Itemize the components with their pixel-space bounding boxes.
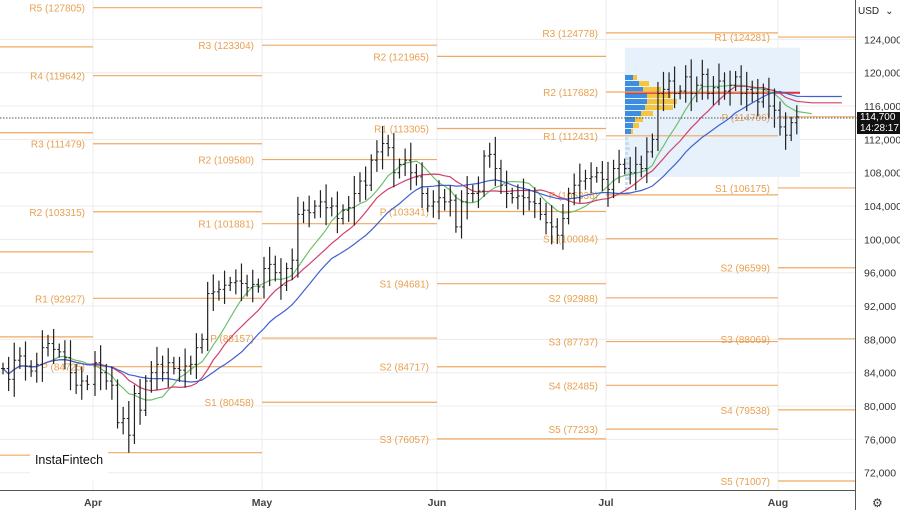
profile-bar-buy — [625, 81, 639, 86]
profile-bar-faint — [625, 157, 629, 160]
y-tick-label: 104,000 — [864, 201, 900, 213]
y-tick-label: 124,000 — [864, 34, 900, 46]
pivot-label: R2 (103315) — [29, 208, 85, 219]
profile-bar-faint — [625, 182, 628, 185]
pivot-label: R1 (92927) — [35, 294, 85, 305]
gear-icon[interactable]: ⚙ — [872, 496, 883, 510]
y-tick-label: 84,000 — [864, 368, 896, 380]
currency-selector[interactable]: USD ⌄ — [858, 3, 896, 19]
pivot-label: R2 (121965) — [373, 52, 429, 63]
profile-bar-buy — [625, 105, 645, 110]
pivot-label: S1 (80458) — [205, 398, 254, 409]
profile-bar-buy — [625, 87, 643, 92]
pivot-label: P (103341) — [380, 208, 429, 219]
profile-bar-faint — [625, 147, 630, 150]
profile-bar-sell — [639, 81, 649, 86]
price-bars — [1, 59, 799, 453]
profile-bar-sell — [647, 93, 671, 98]
pivot-label: S1 (100084) — [543, 235, 598, 246]
profile-bar-faint — [625, 142, 629, 145]
logo-text: InstaFintech — [34, 453, 104, 467]
currency-label: USD — [858, 5, 880, 17]
profile-bar-sell — [643, 87, 661, 92]
pivot-label: R3 (111479) — [31, 140, 85, 151]
profile-bar-buy — [625, 123, 633, 128]
pivot-label: R1 (124281) — [714, 33, 770, 44]
pivot-label: S3 (87737) — [549, 338, 598, 349]
logo: InstaFintech — [30, 440, 108, 480]
profile-bar-sell — [647, 99, 677, 104]
pivot-label: P (114706) — [721, 113, 770, 124]
month-label: Aug — [768, 497, 788, 509]
volume-profile — [625, 47, 800, 195]
time-axis[interactable]: Apr May Jun Jul Aug — [0, 490, 855, 510]
pivot-label: S2 (84717) — [380, 363, 429, 374]
profile-bar-faint — [625, 162, 630, 165]
pivot-label: S1 (94681) — [380, 280, 429, 291]
profile-bar-faint — [625, 172, 629, 175]
profile-area — [625, 47, 800, 177]
month-label: Jul — [598, 497, 613, 509]
profile-bar-sell — [631, 129, 633, 134]
profile-bar-buy — [625, 93, 647, 98]
pivot-label: S4 (82485) — [549, 381, 598, 392]
pivot-label: S4 (79538) — [721, 406, 770, 417]
y-tick-label: 116,000 — [864, 101, 900, 113]
month-label: Jun — [428, 497, 447, 509]
price-axis[interactable]: 124,000 120,000 116,000 112,000 108,000 104,0… — [855, 0, 900, 510]
y-tick-label: 108,000 — [864, 168, 900, 180]
y-tick-label: 92,000 — [864, 301, 896, 313]
pivot-label: R1 (112431) — [543, 132, 598, 143]
pivot-label: P (84725) — [41, 363, 85, 374]
pivot-label: P (88157) — [210, 334, 254, 345]
profile-bar-faint — [625, 137, 628, 140]
profile-bar-sell — [641, 111, 653, 116]
bar-countdown: 14:28:17 — [860, 123, 899, 134]
pivot-label: R5 (127805) — [29, 4, 85, 15]
profile-bar-sell — [635, 117, 643, 122]
pivot-label: S1 (106175) — [715, 184, 770, 195]
profile-bar-faint — [625, 177, 630, 180]
pivot-label: R4 (119642) — [30, 72, 85, 83]
y-tick-label: 120,000 — [864, 68, 900, 80]
pivot-label: S3 (88069) — [721, 335, 770, 346]
profile-bar-buy — [625, 129, 631, 134]
y-tick-label: 76,000 — [864, 434, 896, 446]
pivot-label: S3 (76057) — [380, 435, 429, 446]
current-price-tag: 114,700 14:28:17 — [857, 112, 900, 134]
profile-bar-faint — [625, 152, 628, 155]
pivot-label: S5 (77233) — [549, 425, 598, 436]
chevron-down-icon: ⌄ — [885, 5, 894, 17]
pivot-label: R3 (123304) — [198, 41, 254, 52]
pivot-label: S5 (71007) — [721, 477, 770, 488]
y-tick-label: 100,000 — [864, 234, 900, 246]
pivot-label: R1 (113305) — [374, 125, 429, 136]
pivot-label: R2 (117682) — [543, 88, 598, 99]
pivot-label: R1 (101881) — [198, 220, 254, 231]
moving-average-line — [2, 90, 842, 383]
profile-bar-sell — [633, 123, 639, 128]
profile-bar-sell — [633, 75, 637, 80]
pivot-label: R3 (124778) — [542, 29, 598, 40]
profile-bar-buy — [625, 117, 635, 122]
month-label: May — [252, 497, 273, 509]
y-tick-label: 72,000 — [864, 468, 896, 480]
profile-bar-faint — [625, 187, 629, 190]
profile-bar-buy — [625, 75, 633, 80]
month-label: Apr — [84, 497, 102, 509]
pivot-label: S2 (92988) — [549, 294, 598, 305]
profile-bar-buy — [625, 99, 647, 104]
pivot-label: R2 (109580) — [198, 156, 254, 167]
current-price-value: 114,700 — [860, 112, 896, 123]
profile-bar-sell — [645, 105, 673, 110]
pivot-label: S2 (96599) — [721, 264, 770, 275]
y-tick-label: 80,000 — [864, 401, 896, 413]
y-tick-label: 96,000 — [864, 268, 896, 280]
pivot-label: P (105336) — [549, 191, 598, 202]
y-tick-label: 88,000 — [864, 334, 896, 346]
pivot-levels: R5 (127805) R4 (119642) R3 (111479) R2 (103… — [0, 4, 855, 488]
y-tick-label: 112,000 — [864, 134, 900, 146]
profile-bar-buy — [625, 111, 641, 116]
